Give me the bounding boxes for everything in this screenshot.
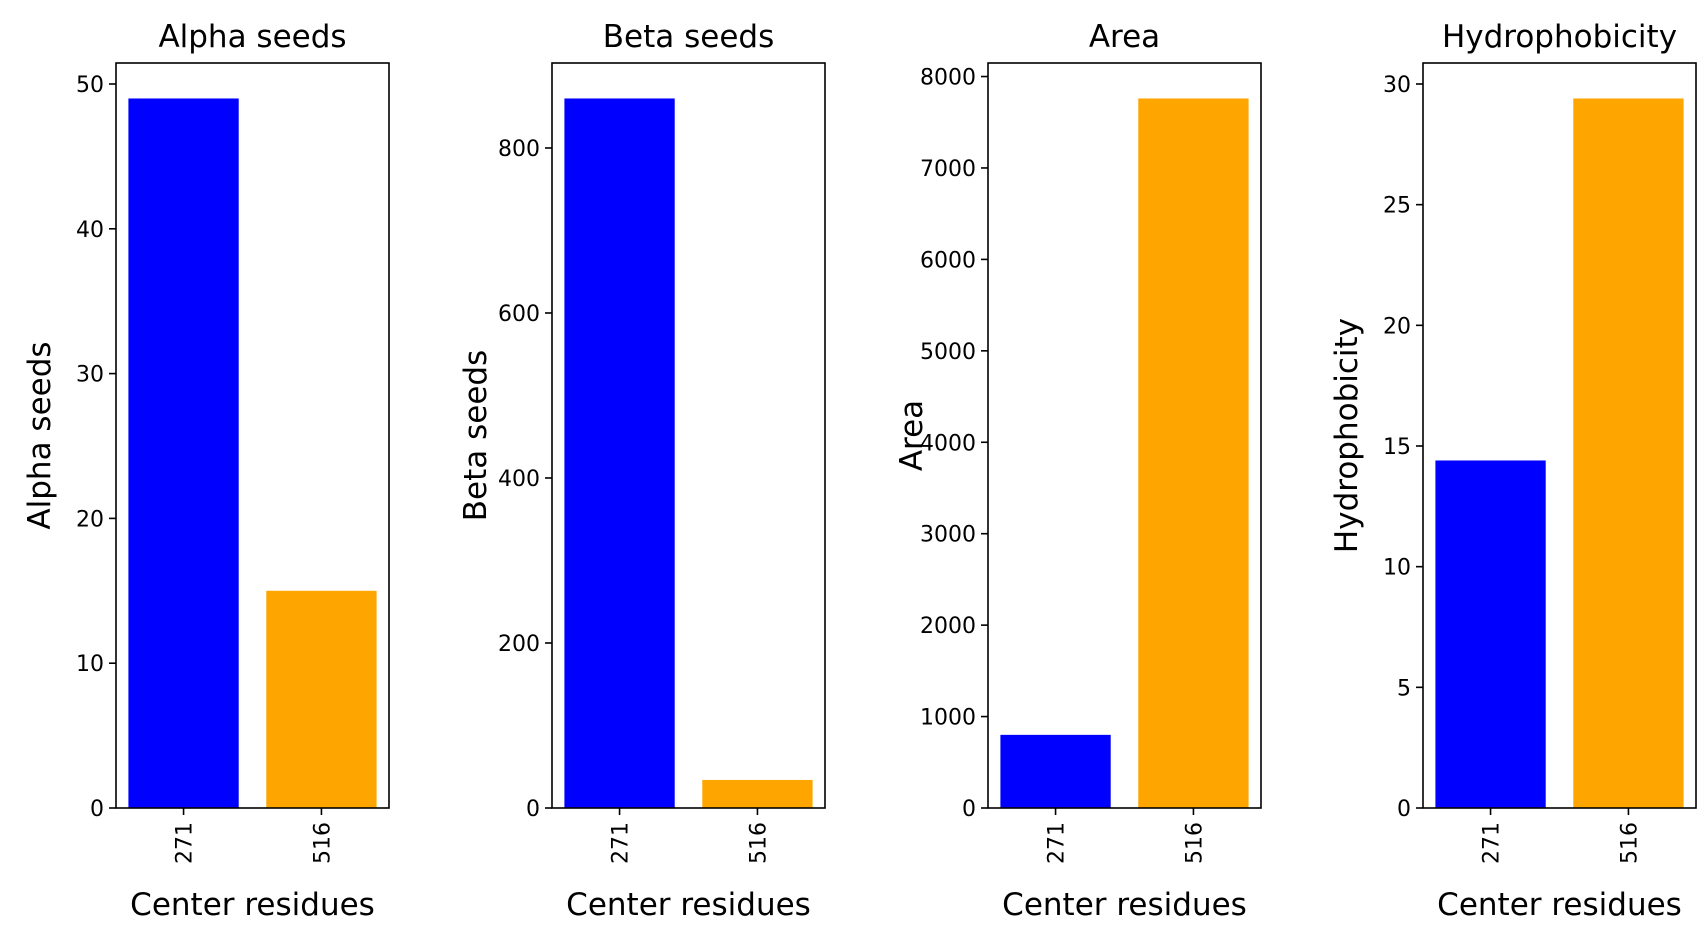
y-tick-label: 600 — [498, 302, 540, 327]
y-tick-label: 40 — [76, 218, 104, 243]
bar-271 — [564, 98, 675, 808]
plot-frame — [987, 62, 1262, 809]
x-tick-label: 271 — [173, 822, 198, 864]
y-tick-label: 15 — [1383, 435, 1411, 460]
x-tick-label: 516 — [1617, 822, 1642, 864]
y-axis-label: Alpha seeds — [22, 341, 58, 529]
chart-title: Hydrophobicity — [1442, 19, 1677, 55]
y-tick-label: 20 — [76, 507, 104, 532]
plot-frame — [1422, 62, 1697, 809]
y-tick-label: 25 — [1383, 194, 1411, 219]
x-axis-label: Center residues — [130, 887, 375, 923]
bar-271 — [1000, 734, 1111, 808]
y-tick-label: 2000 — [920, 614, 976, 639]
x-tick-label: 516 — [746, 822, 771, 864]
y-tick-label: 400 — [498, 467, 540, 492]
chart-panel-2: 0 200 400 600 800 271 516 Beta seeds Center resi… — [458, 19, 826, 923]
y-tick-label: 0 — [526, 797, 540, 822]
y-tick-label: 10 — [1383, 556, 1411, 581]
y-axis-label: Area — [894, 400, 930, 471]
chart-panel-3: 0 1000 2000 3000 4000 5000 6000 7000 8000 271 516 A… — [894, 19, 1262, 923]
y-tick-label: 5 — [1397, 676, 1411, 701]
y-axis-label: Hydrophobicity — [1329, 318, 1365, 553]
x-tick-label: 516 — [1182, 822, 1207, 864]
y-tick-label: 0 — [962, 797, 976, 822]
plot-frame — [115, 62, 390, 809]
y-tick-label: 20 — [1383, 314, 1411, 339]
bar-516 — [266, 590, 377, 808]
y-tick-label: 6000 — [920, 248, 976, 273]
chart-title: Beta seeds — [603, 19, 774, 55]
chart-panel-4: 0 5 10 15 20 25 30 271 516 Hydrophobicity Center r… — [1329, 19, 1697, 923]
y-tick-label: 800 — [498, 137, 540, 162]
x-tick-label: 271 — [1480, 822, 1505, 864]
bar-271 — [1435, 460, 1546, 808]
x-axis-label: Center residues — [1437, 887, 1682, 923]
chart-panel-1: 0 10 20 30 40 50 271 516 Alpha seeds Center resid… — [22, 19, 390, 923]
x-tick-label: 271 — [1045, 822, 1070, 864]
y-tick-label: 3000 — [920, 523, 976, 548]
y-tick-label: 10 — [76, 652, 104, 677]
y-tick-label: 1000 — [920, 706, 976, 731]
x-axis-label: Center residues — [566, 887, 811, 923]
y-axis-label: Beta seeds — [458, 350, 494, 521]
y-tick-label: 30 — [76, 363, 104, 388]
plot-frame — [551, 62, 826, 809]
bar-516 — [1573, 98, 1684, 808]
y-tick-label: 0 — [1397, 797, 1411, 822]
x-tick-label: 271 — [609, 822, 634, 864]
bar-516 — [1138, 98, 1249, 808]
y-tick-label: 0 — [90, 797, 104, 822]
bar-271 — [128, 98, 239, 808]
y-tick-label: 5000 — [920, 340, 976, 365]
bar-516 — [702, 779, 813, 808]
x-tick-label: 516 — [310, 822, 335, 864]
x-axis-label: Center residues — [1002, 887, 1247, 923]
y-tick-label: 200 — [498, 632, 540, 657]
chart-title: Area — [1089, 19, 1160, 55]
y-tick-label: 8000 — [920, 66, 976, 91]
y-tick-label: 50 — [76, 73, 104, 98]
chart-title: Alpha seeds — [158, 19, 346, 55]
y-tick-label: 30 — [1383, 73, 1411, 98]
y-tick-label: 4000 — [920, 431, 976, 456]
y-tick-label: 7000 — [920, 157, 976, 182]
